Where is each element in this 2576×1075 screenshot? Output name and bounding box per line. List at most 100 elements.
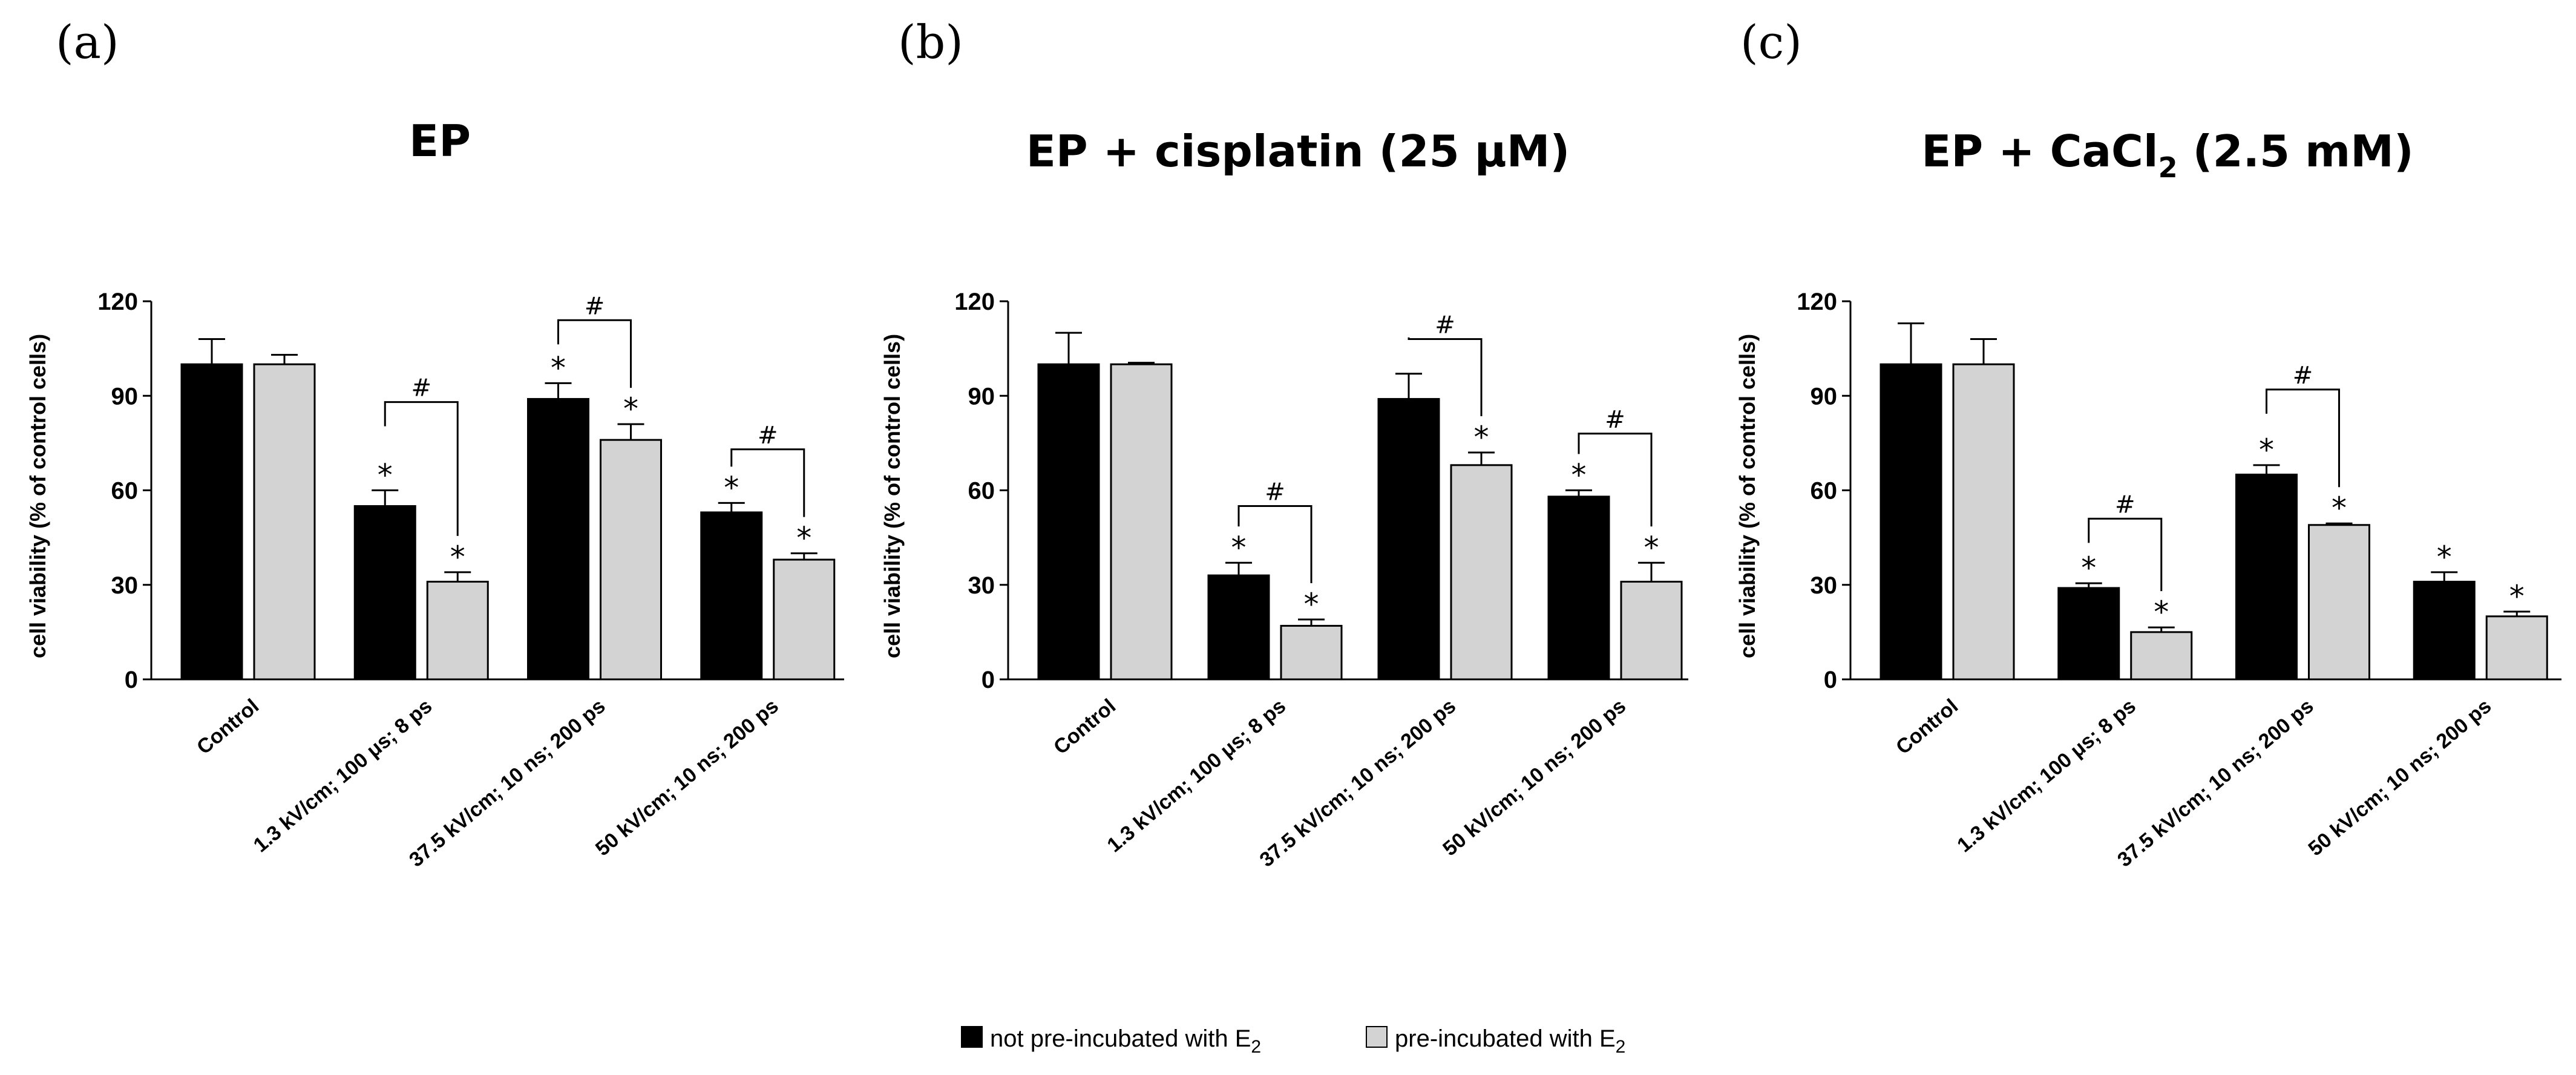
significance-hash: # <box>758 422 778 449</box>
significance-bracket <box>2266 388 2340 488</box>
y-tick-label: 0 <box>982 667 995 693</box>
significance-bracket <box>2088 517 2163 592</box>
significance-star: * <box>623 391 638 426</box>
panel-c: (c) EP + CaCl2 (2.5 mM) cell viability (… <box>1735 15 2561 872</box>
panel-label: (c) <box>1740 15 1802 69</box>
significance-star: * <box>2509 579 2525 614</box>
y-tick-label: 120 <box>1797 289 1837 315</box>
significance-hash: # <box>1265 479 1285 506</box>
bar <box>1037 363 1100 681</box>
category-label: Control <box>192 694 263 759</box>
category-label: 50 kV/cm; 10 ns; 200 ps <box>1438 694 1630 861</box>
legend-swatch-preincubated <box>1366 1026 1388 1048</box>
significance-bracket <box>730 448 805 517</box>
category-label: 50 kV/cm; 10 ns; 200 ps <box>591 694 783 861</box>
bar <box>1547 495 1610 681</box>
y-tick-label: 120 <box>954 289 995 315</box>
category-label: Control <box>1049 694 1120 759</box>
panel-label: (a) <box>56 15 119 69</box>
legend-label-not-preincubated: not pre-incubated with E2 <box>990 1025 1261 1057</box>
significance-star: * <box>1644 530 1659 565</box>
plot-area: 0 30 60 90 120 Control * * 1.3 kV/cm; 100 μs; 8 … <box>97 289 844 872</box>
significance-hash: # <box>1435 312 1455 339</box>
y-tick-label: 30 <box>1811 572 1838 599</box>
significance-hash: # <box>2293 362 2313 390</box>
category-label: 1.3 kV/cm; 100 μs; 8 ps <box>1953 694 2140 857</box>
bar <box>1377 397 1440 681</box>
bar <box>2308 524 2370 681</box>
y-tick-label: 0 <box>125 667 138 693</box>
significance-star: * <box>2081 551 2096 586</box>
significance-star: * <box>2437 540 2452 575</box>
significance-star: * <box>1231 530 1247 565</box>
bar <box>253 363 316 681</box>
bar <box>1110 363 1173 681</box>
plot-area: 0 30 60 90 120 Control * * 1.3 kV/cm; 100 μs; 8 … <box>954 289 1688 872</box>
bar <box>2235 473 2298 681</box>
significance-star: * <box>378 458 393 493</box>
significance-star: * <box>724 470 739 505</box>
y-tick-label: 60 <box>111 478 139 505</box>
significance-bracket <box>1237 505 1313 584</box>
y-axis-label: cell viability (% of control cells) <box>25 334 50 658</box>
y-tick-label: 60 <box>1811 478 1838 505</box>
bar <box>1620 581 1683 681</box>
panel-label: (b) <box>898 15 963 69</box>
bar <box>1207 574 1270 681</box>
y-tick-label: 90 <box>111 383 139 410</box>
significance-star: * <box>2154 595 2169 630</box>
bar <box>600 439 662 681</box>
bar <box>2057 587 2120 681</box>
bar <box>2413 581 2476 681</box>
significance-star: * <box>1304 587 1319 622</box>
bar <box>2130 631 2193 681</box>
significance-star: * <box>796 521 811 556</box>
plot-area: 0 30 60 90 120 Control * * 1.3 kV/cm; 100 μs; 8 … <box>1797 289 2561 872</box>
category-label: 37.5 kV/cm; 10 ns; 200 ps <box>405 694 610 872</box>
significance-star: * <box>551 350 566 385</box>
panel-a: (a) EP cell viability (% of control cell… <box>25 15 844 872</box>
panel-title: EP + cisplatin (25 μM) <box>1026 126 1570 177</box>
y-tick-label: 30 <box>968 572 995 599</box>
category-label: 1.3 kV/cm; 100 μs; 8 ps <box>249 694 437 857</box>
y-tick-label: 0 <box>1824 667 1837 693</box>
bar <box>527 397 589 681</box>
significance-bracket <box>1578 433 1653 527</box>
bar <box>700 511 763 681</box>
bar <box>2485 615 2548 681</box>
significance-bracket <box>557 319 632 388</box>
y-tick-label: 90 <box>1811 383 1838 410</box>
significance-star: * <box>2259 433 2274 468</box>
legend: not pre-incubated with E2 pre-incubated … <box>961 1025 1625 1057</box>
bar <box>180 363 243 681</box>
legend-label-preincubated: pre-incubated with E2 <box>1395 1025 1625 1057</box>
bar <box>1450 464 1513 681</box>
significance-hash: # <box>1605 406 1625 434</box>
y-tick-label: 60 <box>968 478 995 505</box>
significance-hash: # <box>2115 491 2135 518</box>
bar <box>1280 624 1343 681</box>
y-tick-label: 30 <box>111 572 139 599</box>
significance-bracket <box>384 401 459 536</box>
category-label: 1.3 kV/cm; 100 μs; 8 ps <box>1103 694 1290 857</box>
panel-title: EP <box>409 116 471 166</box>
significance-star: * <box>1474 420 1489 455</box>
significance-star: * <box>1571 458 1587 493</box>
significance-star: * <box>2332 491 2347 526</box>
significance-bracket <box>1408 337 1483 416</box>
significance-hash: # <box>411 374 431 402</box>
significance-star: * <box>450 540 465 575</box>
category-label: 37.5 kV/cm; 10 ns; 200 ps <box>2113 694 2318 872</box>
significance-hash: # <box>585 292 605 320</box>
bar <box>773 558 836 681</box>
bar <box>353 505 416 681</box>
y-axis-label: cell viability (% of control cells) <box>880 334 905 658</box>
legend-swatch-not-preincubated <box>961 1026 983 1048</box>
panel-title: EP + CaCl2 (2.5 mM) <box>1921 126 2414 184</box>
category-label: Control <box>1892 694 1962 759</box>
bar <box>1880 363 1942 681</box>
y-tick-label: 90 <box>968 383 995 410</box>
category-label: 50 kV/cm; 10 ns; 200 ps <box>2304 694 2496 861</box>
y-tick-label: 120 <box>97 289 138 315</box>
